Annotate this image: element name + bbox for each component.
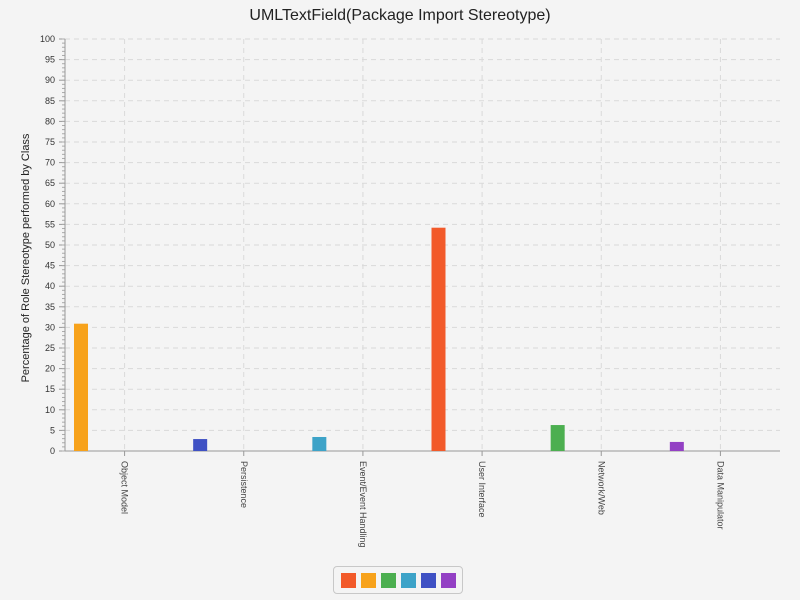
bar (669, 441, 684, 451)
bar (431, 227, 446, 451)
y-tick-label: 10 (45, 405, 55, 415)
axes (59, 38, 780, 456)
bar (550, 425, 565, 451)
y-tick-label: 40 (45, 281, 55, 291)
bar (74, 323, 88, 451)
y-axis-label: Percentage of Role Stereotype performed … (20, 133, 32, 382)
y-tick-label: 30 (45, 322, 55, 332)
legend-swatch (440, 572, 456, 588)
bar (312, 436, 327, 451)
bar (193, 439, 208, 451)
x-category-label: Event/Event Handling (358, 461, 368, 548)
y-tick-label: 60 (45, 199, 55, 209)
x-category-label: User Interface (477, 461, 487, 518)
chart-title: UMLTextField(Package Import Stereotype) (249, 7, 551, 24)
y-tick-label: 20 (45, 364, 55, 374)
y-tick-label: 45 (45, 261, 55, 271)
legend-swatch (360, 572, 376, 588)
x-category-label: Persistence (239, 461, 249, 508)
x-category-label: Object Model (120, 461, 130, 514)
y-tick-label: 35 (45, 302, 55, 312)
x-category-label: Data Manipulator (715, 461, 725, 530)
y-tick-label: 0 (50, 446, 55, 456)
y-tick-label: 80 (45, 116, 55, 126)
y-tick-label: 25 (45, 343, 55, 353)
y-tick-label: 55 (45, 219, 55, 229)
y-tick-label: 5 (50, 425, 55, 435)
legend (333, 566, 463, 594)
grid (65, 38, 780, 451)
y-tick-label: 75 (45, 137, 55, 147)
y-tick-label: 85 (45, 96, 55, 106)
y-tick-label: 90 (45, 75, 55, 85)
legend-swatch (420, 572, 436, 588)
y-tick-label: 50 (45, 240, 55, 250)
y-tick-label: 65 (45, 178, 55, 188)
legend-swatch (340, 572, 356, 588)
y-tick-label: 95 (45, 55, 55, 65)
x-category-label: Network/Web (596, 461, 606, 515)
legend-swatch (380, 572, 396, 588)
legend-swatch (400, 572, 416, 588)
y-tick-label: 100 (40, 34, 55, 44)
y-tick-label: 70 (45, 158, 55, 168)
y-tick-label: 15 (45, 384, 55, 394)
labels: 0 5 10 15 20 25 30 35 40 45 50 55 60 65 70 75 80 85 90 95 10… (40, 34, 725, 548)
bars (74, 227, 684, 451)
